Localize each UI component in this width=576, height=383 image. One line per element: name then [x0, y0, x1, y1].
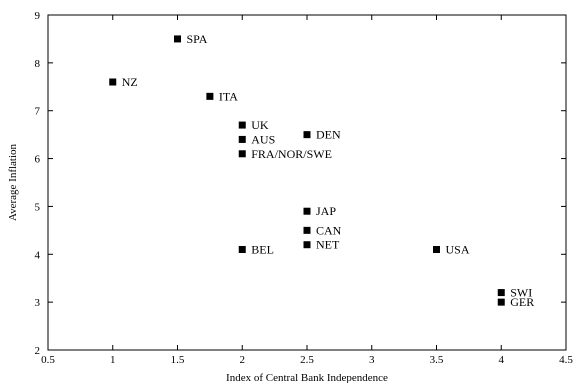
point-label: CAN	[316, 223, 342, 237]
y-tick-label: 4	[35, 249, 41, 261]
data-point	[497, 298, 505, 306]
point-label: NZ	[122, 75, 138, 89]
data-point	[303, 226, 311, 234]
point-label: SWI	[510, 286, 532, 300]
point-label: GER	[510, 295, 534, 309]
point-label: AUS	[251, 132, 275, 146]
y-tick-label: 6	[35, 154, 41, 166]
point-label: SPA	[187, 32, 208, 46]
data-point	[303, 131, 311, 139]
y-tick-label: 3	[35, 297, 41, 309]
point-label: FRA/NOR/SWE	[251, 147, 332, 161]
data-point	[238, 135, 246, 143]
point-label: USA	[446, 243, 470, 257]
point-label: ITA	[219, 89, 238, 103]
y-tick-label: 5	[35, 201, 41, 213]
x-tick-label: 4.5	[559, 354, 573, 366]
data-point	[238, 246, 246, 253]
point-label: UK	[251, 118, 269, 132]
plot-frame	[47, 14, 567, 351]
x-axis-title: Index of Central Bank Independence	[226, 372, 388, 383]
y-tick-label: 2	[35, 345, 41, 357]
data-point	[109, 78, 117, 86]
data-point	[303, 207, 311, 215]
x-tick-label: 1	[110, 354, 116, 366]
point-label: DEN	[316, 128, 341, 142]
data-point	[433, 246, 440, 253]
data-point	[174, 35, 181, 43]
y-tick-label: 9	[35, 10, 41, 22]
point-label: BEL	[251, 243, 274, 257]
x-tick-label: 2.5	[300, 354, 314, 366]
x-tick-label: 1.5	[171, 354, 185, 366]
x-tick-label: 2	[240, 354, 246, 366]
data-point	[238, 150, 246, 158]
y-tick-label: 8	[35, 58, 41, 70]
data-point	[303, 241, 311, 249]
point-label: JAP	[316, 204, 336, 218]
data-point	[497, 289, 505, 297]
data-point	[206, 92, 214, 100]
x-tick-label: 0.5	[41, 354, 55, 366]
data-point	[238, 121, 246, 129]
y-axis-title: Average Inflation	[7, 143, 19, 221]
x-tick-label: 4	[499, 354, 505, 366]
x-tick-label: 3.5	[430, 354, 444, 366]
x-tick-label: 3	[369, 354, 375, 366]
axis-ticks: 0.5 1 1.5 2 2.5 3 3.5 4 4.5 2 3 4 5 6 7 8 9	[35, 10, 574, 366]
y-tick-label: 7	[35, 106, 41, 118]
point-label: NET	[316, 238, 340, 252]
